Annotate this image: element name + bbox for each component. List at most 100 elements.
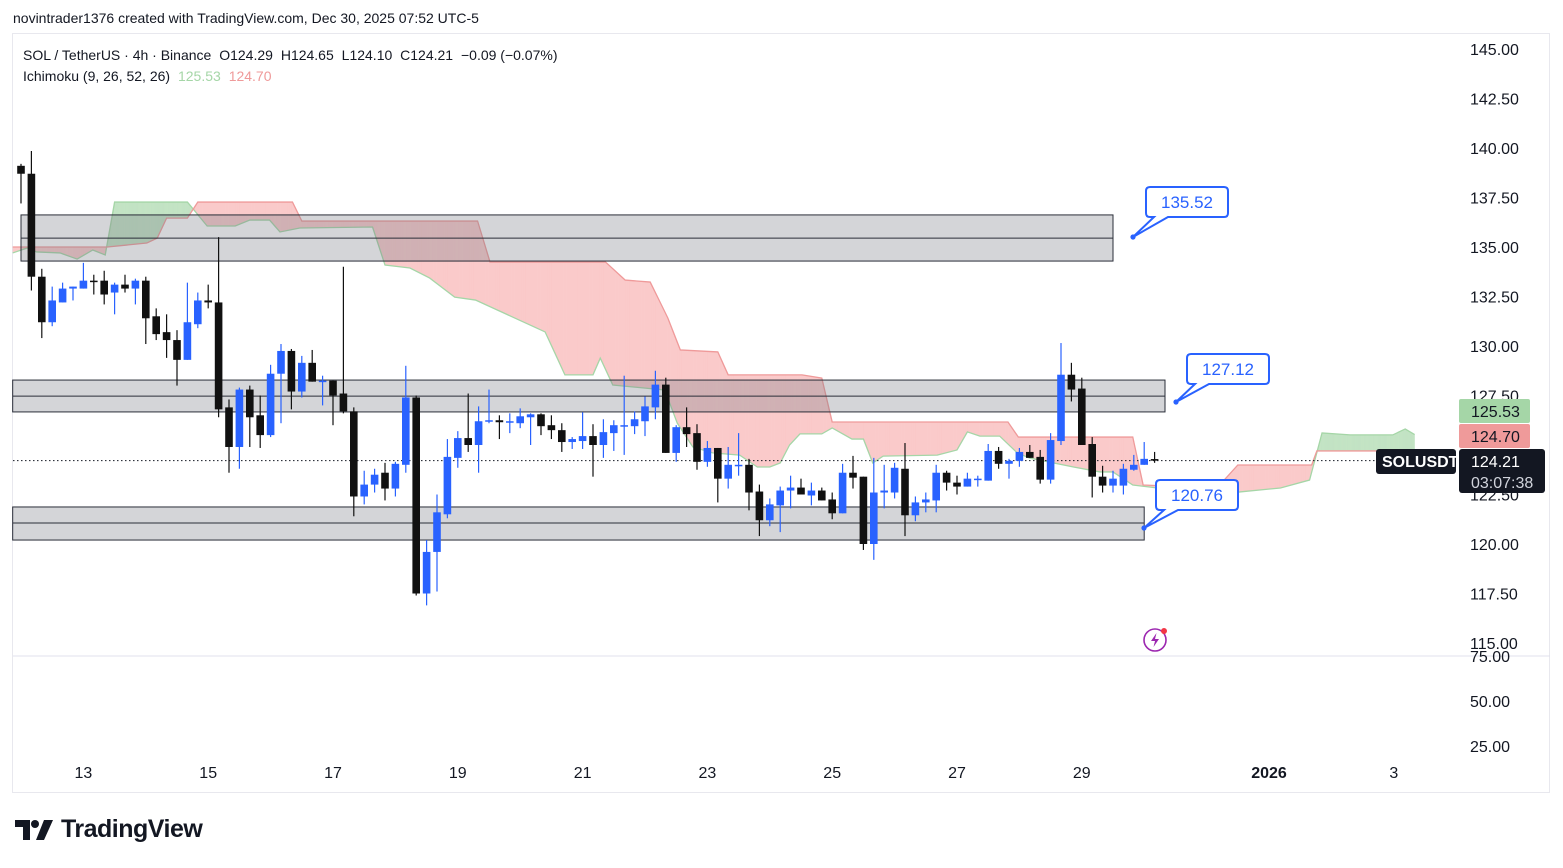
candle-bullish[interactable] [922,492,930,513]
price-callout[interactable]: 127.12 [1173,353,1270,405]
candle-bearish[interactable] [287,348,296,410]
candle-bullish[interactable] [734,433,743,476]
candle-bullish[interactable] [526,413,535,445]
candle-bearish[interactable] [225,399,233,473]
candle-bearish[interactable] [1036,449,1044,484]
candle-bullish[interactable] [610,420,618,451]
candle-bearish[interactable] [1078,377,1086,445]
candle-bearish[interactable] [755,484,764,537]
candle-bullish[interactable] [516,408,524,429]
candle-bullish[interactable] [890,462,899,499]
candle-bearish[interactable] [901,443,909,537]
candle-bearish[interactable] [693,424,701,470]
candle-bullish[interactable] [1015,447,1024,467]
candle-bullish[interactable] [506,413,514,434]
candle-bullish[interactable] [599,419,608,458]
candle-bearish[interactable] [152,308,160,341]
candle-bearish[interactable] [1098,465,1107,493]
candle-bullish[interactable] [1046,433,1055,484]
candle-bearish[interactable] [100,270,108,305]
candle-bullish[interactable] [266,364,275,438]
candle-bullish[interactable] [1005,458,1013,479]
candle-bullish[interactable] [235,387,244,469]
candle-bearish[interactable] [121,274,129,293]
candle-bullish[interactable] [641,396,649,437]
candle-bullish[interactable] [485,389,493,424]
lightning-icon[interactable] [1143,628,1167,652]
candle-bearish[interactable] [350,407,358,517]
callout-anchor-dot[interactable] [1141,525,1147,531]
price-callout[interactable]: 120.76 [1141,479,1239,531]
candle-bullish[interactable] [318,375,327,406]
candle-bearish[interactable] [162,314,171,358]
candle-bearish[interactable] [214,237,223,418]
candle-bearish[interactable] [849,455,857,489]
callout-anchor-dot[interactable] [1130,234,1136,240]
candle-bullish[interactable] [298,355,306,398]
candle-bullish[interactable] [724,446,732,489]
candle-bearish[interactable] [994,446,1003,469]
candle-bearish[interactable] [256,395,264,448]
price-callout[interactable]: 135.52 [1130,186,1229,240]
candle-bearish[interactable] [547,415,556,440]
candle-bearish[interactable] [537,413,545,436]
candle-bullish[interactable] [69,286,77,301]
candle-bearish[interactable] [589,424,597,477]
candle-bearish[interactable] [745,458,753,511]
candle-bullish[interactable] [183,282,192,360]
candle-bearish[interactable] [308,349,316,382]
candle-bullish[interactable] [672,425,680,462]
candle-bullish[interactable] [1057,343,1065,445]
indicator-title[interactable]: Ichimoku (9, 26, 52, 26) [23,68,171,84]
candle-bearish[interactable] [204,284,212,309]
candle-bullish[interactable] [568,437,576,449]
candle-bearish[interactable] [818,487,826,501]
candle-bearish[interactable] [495,415,504,440]
candle-bullish[interactable] [422,540,431,606]
candle-bullish[interactable] [79,262,88,289]
candle-bearish[interactable] [173,330,181,386]
candle-bearish[interactable] [339,266,348,414]
candle-bullish[interactable] [1140,442,1148,465]
candle-bullish[interactable] [277,344,285,424]
tradingview-logo[interactable]: TradingView [15,815,203,844]
candle-bullish[interactable] [911,496,920,522]
candle-bullish[interactable] [766,498,774,527]
candle-bearish[interactable] [1026,445,1034,458]
candle-bullish[interactable] [963,472,972,487]
candle-bullish[interactable] [391,461,400,497]
chart-frame[interactable] [12,33,1550,793]
candle-bearish[interactable] [714,447,722,503]
candle-bearish[interactable] [329,380,337,426]
candle-bullish[interactable] [786,475,795,509]
candle-bullish[interactable] [58,282,67,303]
candle-bullish[interactable] [454,431,462,468]
candle-bearish[interactable] [381,462,389,501]
symbol-title[interactable]: SOL / TetherUS · 4h · Binance [23,47,212,63]
candle-bearish[interactable] [558,423,566,452]
candle-bullish[interactable] [776,486,784,533]
candle-bullish[interactable] [48,286,56,327]
candle-bullish[interactable] [402,365,410,473]
candle-bullish[interactable] [194,292,202,329]
callout-anchor-dot[interactable] [1173,399,1179,405]
candle-bearish[interactable] [38,268,46,339]
candle-bullish[interactable] [1130,454,1138,471]
candle-bearish[interactable] [246,385,254,447]
candle-bullish[interactable] [443,439,452,519]
candle-bearish[interactable] [1067,362,1076,402]
candle-bullish[interactable] [620,375,628,455]
candle-bearish[interactable] [682,407,691,447]
candle-bullish[interactable] [1119,463,1128,495]
candle-bullish[interactable] [630,411,639,435]
candle-bearish[interactable] [17,163,25,204]
candle-bearish[interactable] [412,395,420,596]
candle-bullish[interactable] [974,475,982,487]
candle-bullish[interactable] [578,412,587,449]
candle-bullish[interactable] [131,278,140,305]
candle-bearish[interactable] [828,492,836,520]
candle-bearish[interactable] [859,476,868,550]
candle-bullish[interactable] [984,444,992,481]
candle-bullish[interactable] [360,470,368,505]
candle-bullish[interactable] [807,482,816,506]
